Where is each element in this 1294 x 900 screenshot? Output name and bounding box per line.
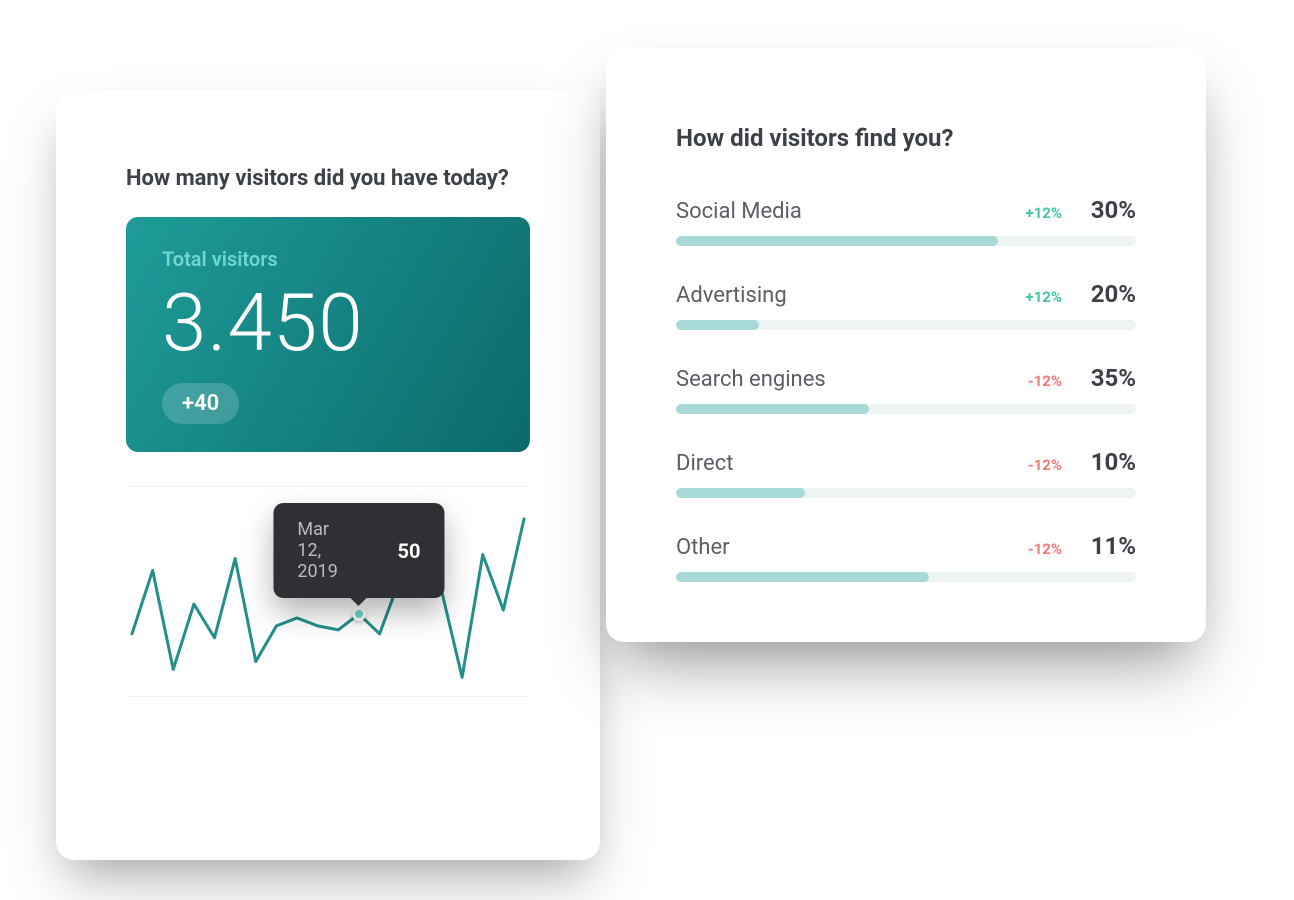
tooltip-value: 50 [398, 539, 421, 563]
traffic-source-bar-fill [676, 404, 869, 414]
traffic-source-bar [676, 488, 1136, 498]
traffic-source-delta: -12% [1028, 372, 1062, 390]
traffic-source-name: Search engines [676, 367, 1016, 392]
traffic-source-pct: 20% [1074, 280, 1136, 308]
traffic-source-bar-fill [676, 236, 998, 246]
traffic-source-delta: -12% [1028, 456, 1062, 474]
visitors-line-chart[interactable]: Mar 12, 2019 50 [126, 509, 530, 719]
total-visitors-stat: Total visitors 3.450 +40 [126, 217, 530, 452]
traffic-source-name: Advertising [676, 283, 1014, 308]
traffic-source-row: Advertising +12% 20% [676, 280, 1136, 330]
visitors-today-title: How many visitors did you have today? [126, 166, 530, 191]
traffic-source-bar-fill [676, 320, 759, 330]
traffic-source-bar-fill [676, 488, 805, 498]
chart-tooltip: Mar 12, 2019 50 [273, 503, 444, 598]
traffic-source-pct: 11% [1074, 532, 1136, 560]
traffic-source-delta: -12% [1028, 540, 1062, 558]
tooltip-date: Mar 12, 2019 [297, 519, 355, 582]
divider [126, 486, 530, 487]
traffic-source-pct: 10% [1074, 448, 1136, 476]
traffic-sources-list: Social Media +12% 30% Advertising +12% 2… [676, 196, 1136, 582]
traffic-source-row: Other -12% 11% [676, 532, 1136, 582]
traffic-source-pct: 35% [1074, 364, 1136, 392]
chart-highlight-point[interactable] [352, 607, 366, 621]
traffic-source-row: Direct -12% 10% [676, 448, 1136, 498]
traffic-source-pct: 30% [1074, 196, 1136, 224]
traffic-sources-card: How did visitors find you? Social Media … [606, 48, 1206, 642]
total-visitors-value: 3.450 [162, 281, 494, 365]
traffic-source-bar [676, 404, 1136, 414]
traffic-source-bar [676, 320, 1136, 330]
total-visitors-delta-badge: +40 [162, 383, 239, 424]
traffic-source-delta: +12% [1026, 204, 1062, 222]
traffic-source-bar [676, 572, 1136, 582]
traffic-source-name: Direct [676, 451, 1016, 476]
traffic-source-name: Social Media [676, 199, 1014, 224]
traffic-source-bar-fill [676, 572, 929, 582]
total-visitors-label: Total visitors [162, 247, 494, 271]
visitors-today-card: How many visitors did you have today? To… [56, 90, 600, 860]
traffic-source-row: Search engines -12% 35% [676, 364, 1136, 414]
traffic-source-name: Other [676, 535, 1016, 560]
traffic-source-bar [676, 236, 1136, 246]
traffic-source-delta: +12% [1026, 288, 1062, 306]
chart-baseline [126, 696, 530, 697]
traffic-source-row: Social Media +12% 30% [676, 196, 1136, 246]
traffic-sources-title: How did visitors find you? [676, 124, 1136, 152]
